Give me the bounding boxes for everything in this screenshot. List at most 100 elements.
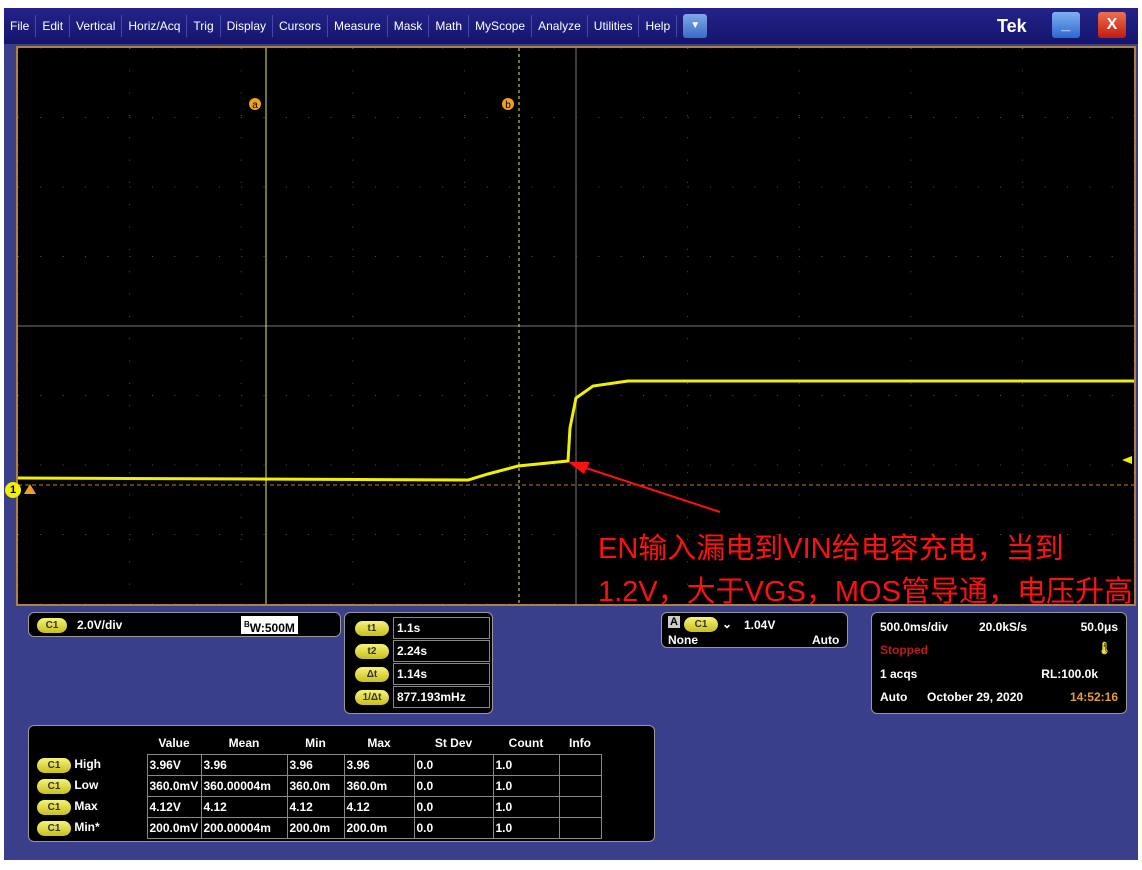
meas-cell: 0.0 — [413, 816, 494, 839]
acq-count: 1 acqs — [880, 667, 918, 681]
meas-header: Min — [305, 735, 326, 750]
ch1-ground-marker[interactable]: 1 — [5, 482, 21, 498]
meas-row[interactable]: C1 Low 360.0mV 360.00004m 360.0m 360.0m 0.0 1.… — [35, 774, 602, 797]
menu-cursors[interactable]: Cursors — [273, 15, 329, 37]
cursor-readout-panel: t1 1.1s t2 2.24s Δt 1.14s 1/Δt 877.193mHz — [344, 612, 493, 714]
meas-cell — [558, 774, 602, 797]
vertical-scale: 2.0V/div — [77, 618, 123, 632]
meas-cell: 1.0 — [492, 774, 560, 797]
trigger-panel[interactable]: A C1 ⌄ 1.04V None Auto — [661, 612, 848, 648]
trigger-coupling: None — [668, 633, 698, 647]
meas-header: Max — [367, 735, 391, 750]
meas-header: Value — [158, 735, 190, 750]
cursor-value-2: 1.14s — [393, 663, 490, 685]
menu-display[interactable]: Display — [221, 15, 273, 37]
horizontal-panel[interactable]: 500.0ms/div 20.0kS/s 50.0μs Stopped 🌡 1 … — [871, 612, 1127, 714]
menu-measure[interactable]: Measure — [328, 15, 388, 37]
record-length: RL:100.0k — [1041, 667, 1098, 681]
acq-state: Stopped — [880, 643, 928, 657]
vertical-panel[interactable]: C1 2.0V/div BW:500M — [28, 612, 341, 637]
meas-cell — [558, 816, 602, 839]
meas-cell: 200.00004m — [200, 816, 288, 839]
meas-cell: 200.0m — [343, 816, 415, 839]
date: October 29, 2020 — [927, 690, 1024, 704]
meas-name: Max — [74, 798, 98, 813]
bandwidth-badge: BW:500M — [241, 616, 298, 635]
trigger-source-badge: C1 — [684, 617, 718, 632]
menu-trig[interactable]: Trig — [187, 15, 221, 37]
menu-bar-items: File Edit Vertical Horiz/Acq Trig Display Curs… — [4, 8, 1138, 44]
meas-channel-badge: C1 — [37, 820, 71, 836]
cursor-value-0: 1.1s — [393, 617, 490, 639]
minimize-button[interactable]: _ — [1052, 12, 1080, 38]
close-button[interactable]: X — [1098, 12, 1126, 38]
meas-name: Low — [74, 777, 99, 792]
meas-row[interactable]: C1 Min* 200.0mV 200.00004m 200.0m 200.0m 0.0 1… — [35, 816, 602, 839]
meas-cell: 1.0 — [492, 816, 560, 839]
cursor-label-1: t2 — [355, 644, 389, 659]
cursor-label-3: 1/Δt — [355, 690, 389, 705]
ch1-trace — [18, 379, 1134, 482]
menu-horizacq[interactable]: Horiz/Acq — [122, 15, 188, 37]
graticule: a b — [18, 48, 1134, 604]
cursor-value-3: 877.193mHz — [393, 686, 490, 708]
cursor-value-1: 2.24s — [393, 640, 490, 662]
meas-header: St Dev — [434, 735, 473, 750]
thermometer-icon: 🌡 — [1096, 641, 1112, 655]
meas-cell: 360.00004m — [200, 774, 288, 797]
meas-cell: 4.12 — [286, 795, 345, 818]
menu-mask[interactable]: Mask — [388, 15, 430, 37]
tek-logo: Tek — [997, 16, 1027, 36]
horizontal-scale: 500.0ms/div — [880, 620, 949, 634]
menu-myscope[interactable]: MyScope — [469, 15, 533, 37]
meas-channel-badge: C1 — [37, 778, 71, 794]
meas-cell: 200.0m — [286, 816, 345, 839]
menu-vertical[interactable]: Vertical — [70, 15, 123, 37]
sample-rate: 20.0kS/s — [979, 620, 1028, 634]
meas-cell: 360.0m — [286, 774, 345, 797]
trigger-level-arrow-icon — [1122, 456, 1132, 464]
run-mode: Auto — [880, 690, 908, 704]
meas-cell: 360.0mV — [146, 774, 202, 797]
menu-analyze[interactable]: Analyze — [532, 15, 588, 37]
meas-cell — [558, 753, 602, 776]
menu-help[interactable]: Help — [639, 15, 678, 37]
meas-name: Min* — [74, 819, 100, 834]
meas-cell: 4.12 — [343, 795, 415, 818]
meas-header: Info — [569, 735, 591, 750]
meas-header: Count — [508, 735, 544, 750]
meas-cell: 3.96V — [146, 753, 202, 776]
meas-cell — [558, 795, 602, 818]
trigger-mode: Auto — [812, 633, 840, 647]
waveform-display[interactable]: a b — [16, 46, 1136, 606]
trigger-slope-icon: ⌄ — [722, 617, 733, 631]
cursor-a-marker[interactable] — [249, 98, 261, 110]
meas-cell: 0.0 — [413, 795, 494, 818]
menu-math[interactable]: Math — [429, 15, 470, 37]
meas-cell: 1.0 — [492, 753, 560, 776]
menu-edit[interactable]: Edit — [36, 15, 71, 37]
cursor-b-marker[interactable] — [502, 98, 514, 110]
meas-cell: 0.0 — [413, 753, 494, 776]
meas-row[interactable]: C1 High 3.96V 3.96 3.96 3.96 0.0 1.0 — [35, 753, 602, 776]
meas-row[interactable]: C1 Max 4.12V 4.12 4.12 4.12 0.0 1.0 — [35, 795, 602, 818]
cursor-a-label: a — [252, 100, 258, 111]
menu-utilities[interactable]: Utilities — [588, 15, 640, 37]
time: 14:52:16 — [1069, 690, 1118, 704]
dropdown-button[interactable]: ▼ — [683, 14, 708, 38]
meas-header: Mean — [228, 735, 260, 750]
meas-name: High — [74, 756, 102, 771]
resolution: 50.0μs — [1080, 620, 1118, 634]
meas-cell: 1.0 — [492, 795, 560, 818]
trigger-level: 1.04V — [744, 618, 776, 632]
cursor-b-label: b — [505, 100, 511, 111]
measurements-panel: Value Mean Min Max St Dev Count Info C1 High 3.9… — [28, 725, 655, 842]
cursor-label-0: t1 — [355, 621, 389, 636]
meas-cell: 0.0 — [413, 774, 494, 797]
trigger-position-icon — [24, 484, 36, 494]
menu-file[interactable]: File — [4, 15, 37, 37]
meas-cell: 4.12V — [146, 795, 202, 818]
meas-cell: 360.0m — [343, 774, 415, 797]
meas-channel-badge: C1 — [37, 757, 71, 773]
annotation-text: EN输入漏电到VIN给电容充电，当到1.2V，大于VGS，MOS管导通，电压升高 — [598, 533, 1133, 608]
